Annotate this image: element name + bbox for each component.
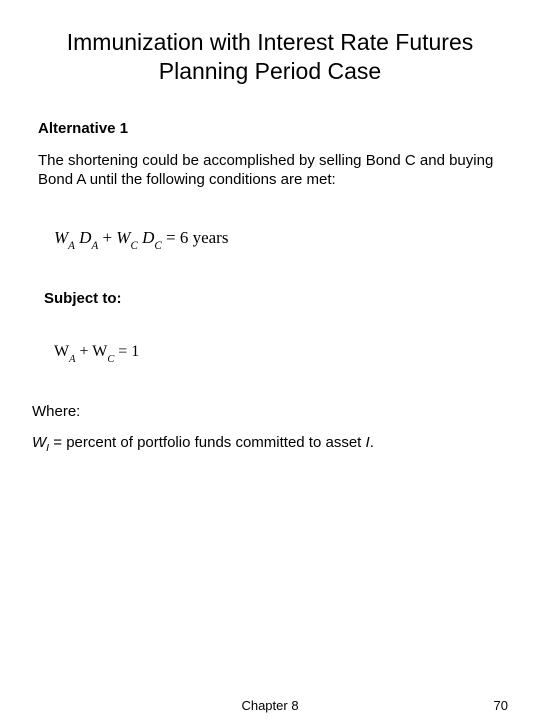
eq1-sub-C2: C: [154, 240, 161, 252]
title-line-1: Immunization with Interest Rate Futures: [67, 29, 474, 55]
eq1-rhs-unit: years: [193, 228, 229, 247]
eq1-sub-A2: A: [91, 240, 98, 252]
eq2-plus: +: [79, 343, 88, 360]
alternative-label: Alternative 1: [30, 120, 510, 137]
page-title: Immunization with Interest Rate Futures …: [30, 28, 510, 86]
eq1-D1: D: [79, 228, 91, 247]
subject-to-label: Subject to:: [30, 290, 510, 307]
eq2-W2: W: [92, 343, 107, 360]
eq2-eq: =: [118, 343, 127, 360]
body-paragraph: The shortening could be accomplished by …: [30, 151, 510, 190]
eq1-sub-C1: C: [130, 240, 137, 252]
eq1-plus: +: [102, 228, 112, 247]
where-W: W: [32, 434, 46, 451]
eq2-sub-C: C: [107, 354, 114, 365]
eq1-W1: W: [54, 228, 68, 247]
eq1-W2: W: [116, 228, 130, 247]
eq2-sub-A: A: [69, 354, 75, 365]
where-mid: = percent of portfolio funds committed t…: [49, 434, 365, 451]
equation-2: WA + WC = 1: [30, 343, 510, 363]
eq2-W1: W: [54, 343, 69, 360]
title-line-2: Planning Period Case: [159, 58, 381, 84]
eq1-rhs-num: 6: [180, 228, 189, 247]
eq1-sub-A1: A: [68, 240, 75, 252]
eq1-D2: D: [142, 228, 154, 247]
where-period: .: [370, 434, 374, 451]
eq2-rhs: 1: [131, 343, 139, 360]
equation-1: WA DA + WC DC = 6 years: [30, 228, 510, 250]
where-definition: WI = percent of portfolio funds committe…: [30, 434, 510, 454]
where-label: Where:: [30, 403, 510, 420]
footer-chapter: Chapter 8: [241, 698, 298, 713]
eq1-eq: =: [166, 228, 176, 247]
footer-page-number: 70: [494, 698, 508, 713]
